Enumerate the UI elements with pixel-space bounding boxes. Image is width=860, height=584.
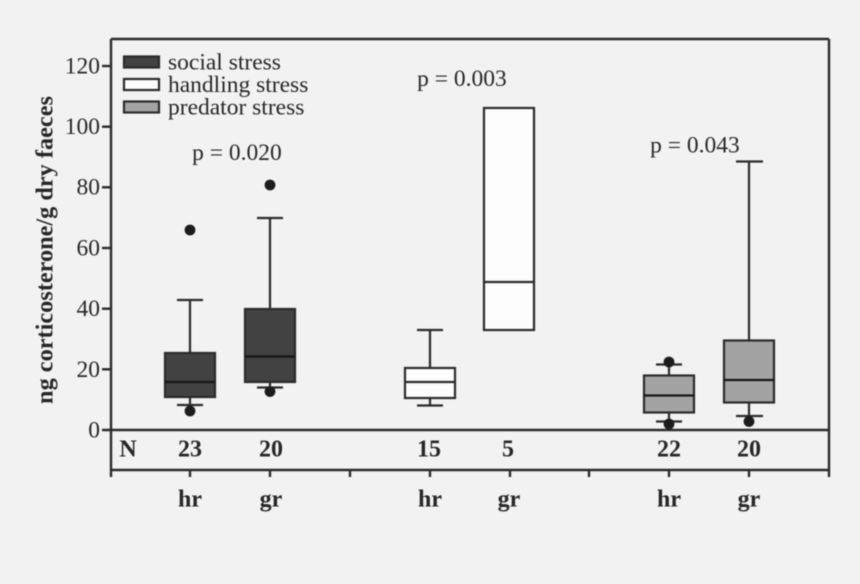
svg-text:p = 0.003: p = 0.003 [417,66,507,92]
svg-text:15: 15 [417,437,441,463]
svg-text:80: 80 [77,175,101,201]
svg-text:40: 40 [77,296,101,322]
svg-text:N: N [119,437,137,463]
svg-text:20: 20 [259,437,283,463]
svg-text:handling stress: handling stress [168,72,308,98]
svg-text:gr: gr [738,487,761,513]
svg-text:gr: gr [260,487,283,513]
svg-text:0: 0 [88,418,100,444]
svg-text:predator stress: predator stress [168,95,304,121]
svg-text:100: 100 [65,114,100,140]
svg-text:23: 23 [178,437,202,463]
svg-text:gr: gr [498,487,521,513]
svg-text:hr: hr [178,487,202,513]
svg-text:5: 5 [502,437,514,463]
svg-text:hr: hr [418,487,442,513]
svg-text:22: 22 [657,437,681,463]
svg-text:60: 60 [77,236,101,262]
svg-text:120: 120 [65,54,100,80]
svg-text:p = 0.043: p = 0.043 [650,133,740,159]
svg-text:20: 20 [77,357,101,383]
svg-text:p = 0.020: p = 0.020 [192,140,282,166]
svg-text:ng corticosterone/g dry faeces: ng corticosterone/g dry faeces [32,96,59,404]
svg-text:hr: hr [657,487,681,513]
svg-text:social stress: social stress [168,50,281,76]
svg-text:20: 20 [737,437,761,463]
